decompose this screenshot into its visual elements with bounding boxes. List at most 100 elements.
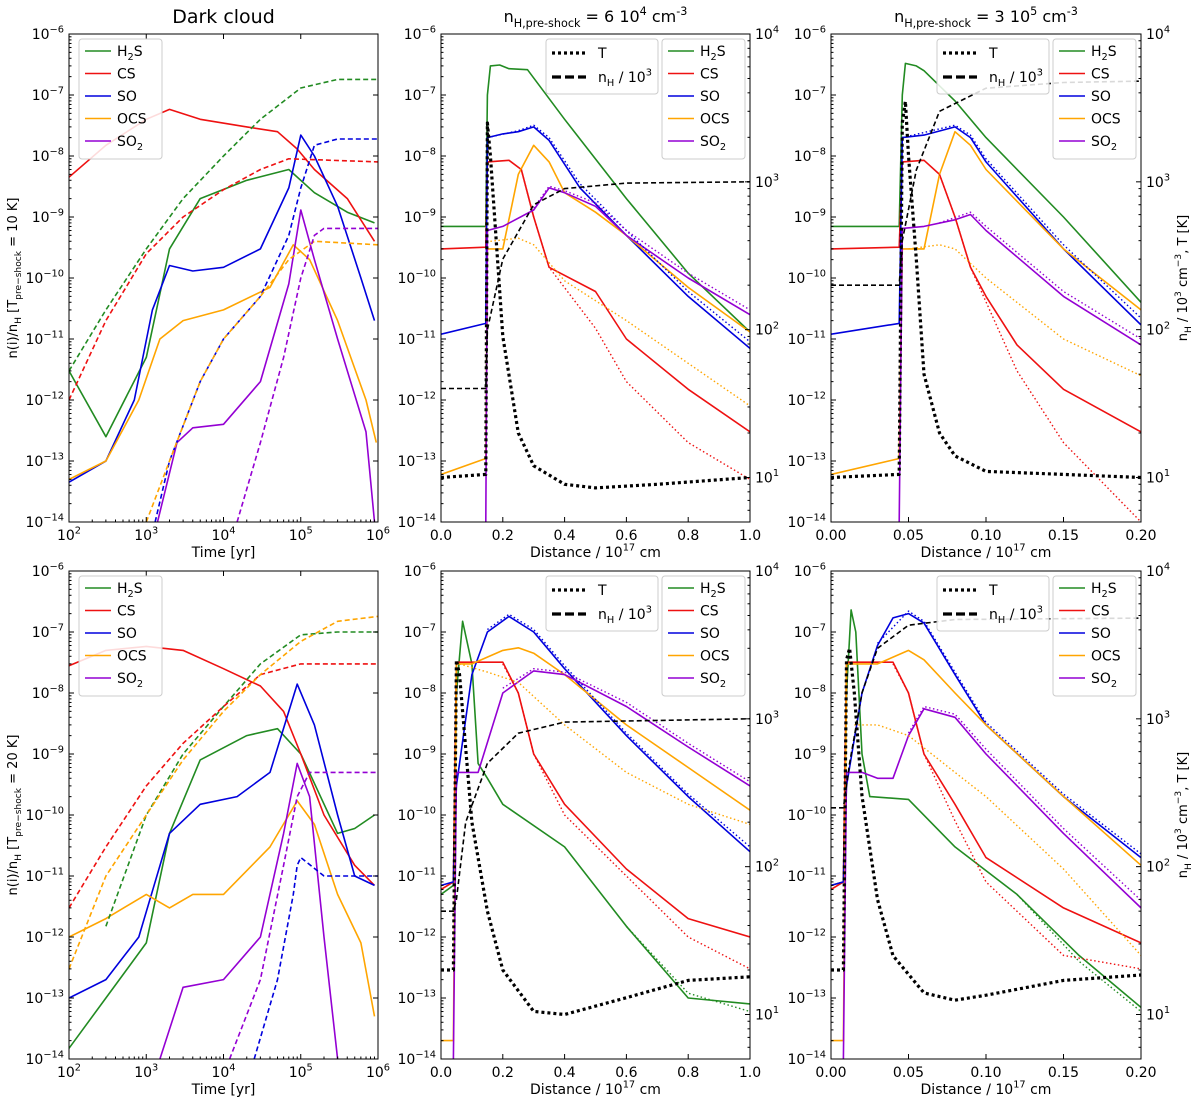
x-axis-label: Distance / 1017 cm [530, 1080, 661, 1098]
panel-top-middle: 10−14 10−13 10−12 10−11 10−10 10−9 10−8 10−7 10−… [397, 5, 779, 561]
legend-label-OCS: OCS [700, 649, 730, 665]
x-tick-label: 1.0 [739, 528, 761, 544]
legend-label-SO2: SO2 [1091, 134, 1117, 153]
series-T-dotted-thick-line [441, 658, 750, 1017]
legend-label-CS: CS [1091, 604, 1110, 620]
legend-box [936, 575, 1050, 632]
species-legend: H2S CS SO OCS SO2 [1052, 38, 1137, 160]
series-SO-dashed-line [253, 856, 378, 1059]
series-H2S-dashed-line [69, 78, 378, 372]
y2-tick-label: 101 [755, 1005, 779, 1023]
series-H2S-solid-line [831, 62, 1141, 303]
series-SO2-dotted-line [939, 211, 1141, 340]
legend-label-CS: CS [117, 67, 136, 83]
series-SO-dotted-line [486, 613, 750, 848]
y-tick-label: 10−9 [794, 208, 826, 226]
y-tick-label: 10−7 [32, 623, 64, 641]
y-tick-label: 10−6 [404, 25, 436, 43]
x-axis-label: Time [yr] [191, 1082, 256, 1098]
series-OCS-dashed-line [69, 615, 378, 970]
legend-label-SO2: SO2 [1091, 671, 1117, 690]
y-tick-label: 10−8 [794, 147, 826, 165]
x-tick-label: 106 [366, 526, 390, 544]
x-tick-label: 0.15 [1048, 1065, 1079, 1081]
y-tick-label: 10−10 [25, 806, 64, 824]
y2-tick-label: 104 [1146, 25, 1170, 43]
series-H2S-solid-line [69, 727, 375, 1049]
x-tick-label: 0.6 [615, 528, 637, 544]
series-group [441, 613, 750, 1059]
legend-label-OCS: OCS [117, 649, 147, 665]
y-tick-label: 10−10 [25, 269, 64, 287]
x-tick-label: 0.10 [970, 1065, 1001, 1081]
legend-label-nH: nH / 103 [598, 68, 652, 90]
x-tick-label: 104 [211, 526, 235, 544]
right-axis-label: nH / 103 cm−3, T [K] [1174, 752, 1194, 878]
series-CS-dashed-line [69, 158, 378, 401]
y-tick-label: 10−6 [404, 562, 436, 580]
y-tick-label: 10−7 [404, 623, 436, 641]
legend-label-H2S: H2S [117, 581, 143, 600]
series-SO-dotted-line [876, 610, 1141, 855]
legend-label-H2S: H2S [700, 44, 726, 63]
x-tick-label: 0.8 [677, 528, 699, 544]
x-tick-label: 0.8 [677, 1065, 699, 1081]
legend-box [1052, 575, 1137, 697]
x-tick-label: 0.4 [553, 1065, 575, 1081]
x-tick-label: 102 [57, 526, 81, 544]
species-legend: H2S CS SO OCS SO2 [1052, 575, 1137, 697]
y-tick-label: 10−6 [794, 25, 826, 43]
y-tick-label: 10−14 [397, 1050, 436, 1068]
temperature-density-legend: TnH / 103 [936, 38, 1050, 95]
y-tick-label: 10−13 [25, 452, 64, 470]
legend-label-nH: nH / 103 [989, 605, 1043, 627]
y-tick-label: 10−8 [404, 684, 436, 702]
legend-label-SO: SO [1091, 89, 1111, 105]
series-OCS-dotted-line [854, 724, 1141, 956]
legend-label-H2S: H2S [117, 44, 143, 63]
y-tick-label: 10−14 [25, 513, 64, 531]
y-tick-label: 10−8 [32, 684, 64, 702]
y-tick-label: 10−14 [787, 513, 826, 531]
x-tick-label: 0.2 [492, 1065, 514, 1081]
temperature-density-legend: TnH / 103 [545, 38, 659, 95]
legend-label-OCS: OCS [117, 112, 147, 128]
y-tick-label: 10−11 [25, 330, 64, 348]
y-tick-label: 10−14 [787, 1050, 826, 1068]
legend-label-SO: SO [1091, 626, 1111, 642]
y-tick-label: 10−12 [25, 928, 64, 946]
series-H2S-dotted-line [1016, 893, 1141, 1013]
y-tick-label: 10−13 [787, 989, 826, 1007]
x-tick-label: 0.00 [815, 1065, 846, 1081]
species-legend: H2S CS SO OCS SO2 [78, 38, 163, 160]
y2-tick-label: 102 [1146, 320, 1170, 338]
series-SO2-dashed-line [236, 227, 378, 522]
series-nH103-dashed-line [441, 181, 750, 390]
series-OCS-dashed-line [145, 240, 378, 522]
series-SO2-dotted-line [907, 705, 1141, 901]
x-tick-label: 104 [211, 1063, 235, 1081]
legend-label-SO: SO [117, 89, 137, 105]
series-group [831, 62, 1141, 522]
series-group [441, 64, 750, 522]
series-OCS-dotted-line [490, 237, 750, 407]
series-CS-solid-line [831, 159, 1141, 433]
series-OCS-dotted-line [459, 663, 750, 826]
y-tick-label: 10−6 [32, 562, 64, 580]
y-tick-label: 10−7 [794, 623, 826, 641]
x-axis-label: Distance / 1017 cm [530, 543, 661, 561]
x-axis-label: Distance / 1017 cm [921, 543, 1052, 561]
x-tick-label: 0.10 [970, 528, 1001, 544]
legend-label-CS: CS [1091, 67, 1110, 83]
series-OCS-solid-line [831, 649, 1141, 1042]
legend-label-T: T [988, 583, 998, 599]
y-tick-label: 10−14 [25, 1050, 64, 1068]
series-SO2-solid-line [898, 213, 1141, 522]
panel-top-right: 10−14 10−13 10−12 10−11 10−10 10−9 10−8 10−7 10−… [787, 5, 1193, 561]
panel-bottom-right: 10−14 10−13 10−12 10−11 10−10 10−9 10−8 10−7 10−… [787, 562, 1193, 1098]
series-SO2-solid-line [485, 187, 750, 522]
y2-tick-label: 103 [1146, 173, 1170, 191]
series-SO-dotted-line [902, 124, 1141, 319]
legend-box [78, 575, 163, 697]
